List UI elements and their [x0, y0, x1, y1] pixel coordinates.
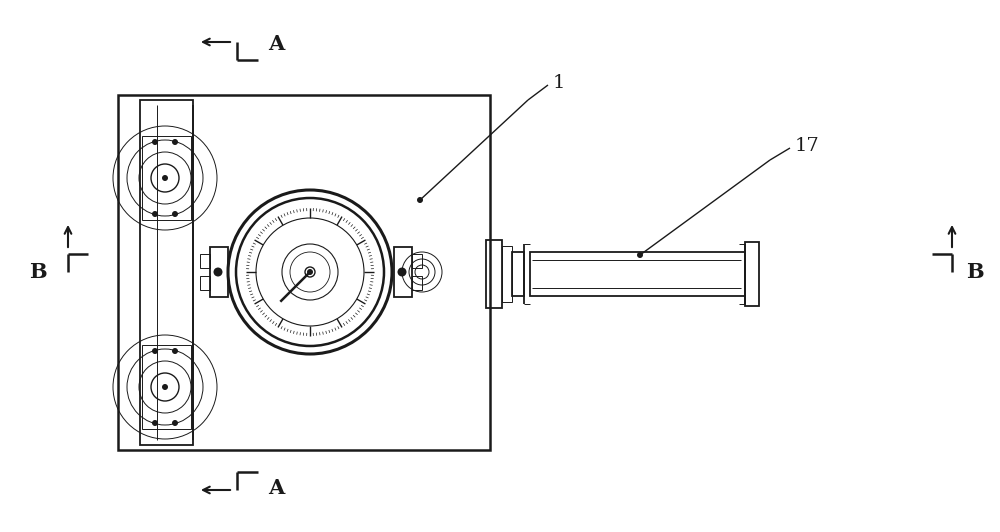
Circle shape: [637, 252, 643, 258]
Circle shape: [162, 175, 168, 181]
Circle shape: [172, 420, 178, 426]
Text: 17: 17: [795, 137, 820, 155]
Text: B: B: [966, 262, 984, 282]
Circle shape: [172, 348, 178, 354]
Bar: [412, 254, 422, 268]
Circle shape: [172, 211, 178, 217]
Text: 1: 1: [553, 74, 565, 92]
Circle shape: [305, 267, 315, 277]
Bar: [200, 276, 210, 290]
Bar: [530, 252, 745, 296]
Bar: [745, 242, 759, 306]
Bar: [210, 247, 228, 297]
Bar: [142, 345, 191, 429]
Circle shape: [417, 197, 423, 203]
Circle shape: [152, 211, 158, 217]
Bar: [486, 240, 502, 308]
Bar: [512, 252, 524, 296]
Circle shape: [152, 139, 158, 145]
Text: A: A: [268, 34, 284, 54]
Bar: [200, 254, 210, 268]
Bar: [412, 276, 422, 290]
Bar: [394, 247, 412, 297]
Bar: [118, 95, 490, 450]
Circle shape: [307, 269, 313, 275]
Circle shape: [214, 268, 222, 277]
Circle shape: [162, 384, 168, 390]
Circle shape: [172, 139, 178, 145]
Circle shape: [152, 348, 158, 354]
Bar: [142, 136, 191, 220]
Bar: [502, 246, 512, 302]
Text: A: A: [268, 478, 284, 498]
Bar: [140, 100, 193, 445]
Text: B: B: [29, 262, 47, 282]
Circle shape: [152, 420, 158, 426]
Circle shape: [398, 268, 406, 277]
